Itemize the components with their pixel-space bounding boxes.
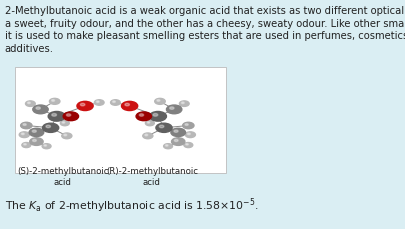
Circle shape bbox=[66, 114, 71, 117]
Circle shape bbox=[111, 100, 120, 106]
Circle shape bbox=[48, 112, 65, 122]
Text: 2-Methylbutanoic acid is a weak organic acid that exists as two different optica: 2-Methylbutanoic acid is a weak organic … bbox=[5, 6, 405, 54]
Circle shape bbox=[145, 121, 154, 126]
Circle shape bbox=[153, 114, 158, 117]
Circle shape bbox=[155, 99, 165, 105]
Circle shape bbox=[143, 133, 153, 139]
Circle shape bbox=[157, 100, 160, 102]
Text: (R)-2-methylbutanoic
acid: (R)-2-methylbutanoic acid bbox=[106, 166, 198, 186]
FancyBboxPatch shape bbox=[15, 68, 226, 173]
Circle shape bbox=[52, 114, 57, 117]
Circle shape bbox=[46, 125, 51, 128]
Circle shape bbox=[174, 140, 178, 142]
Circle shape bbox=[32, 140, 36, 142]
Text: (S)-2-methylbutanoic
acid: (S)-2-methylbutanoic acid bbox=[17, 166, 109, 186]
Circle shape bbox=[42, 144, 51, 149]
Circle shape bbox=[19, 132, 29, 138]
Circle shape bbox=[94, 100, 104, 106]
Circle shape bbox=[147, 122, 150, 124]
Circle shape bbox=[51, 100, 55, 102]
Circle shape bbox=[170, 107, 174, 110]
Circle shape bbox=[21, 123, 32, 129]
Circle shape bbox=[122, 102, 138, 111]
Circle shape bbox=[63, 112, 79, 121]
Circle shape bbox=[80, 104, 85, 106]
Circle shape bbox=[33, 106, 48, 114]
Circle shape bbox=[179, 101, 189, 107]
Circle shape bbox=[188, 134, 190, 135]
Circle shape bbox=[171, 138, 185, 146]
Circle shape bbox=[156, 124, 172, 133]
Circle shape bbox=[29, 129, 44, 137]
Circle shape bbox=[64, 135, 67, 136]
Circle shape bbox=[28, 103, 30, 104]
Circle shape bbox=[183, 123, 194, 129]
Circle shape bbox=[32, 131, 36, 133]
Circle shape bbox=[125, 104, 130, 106]
Circle shape bbox=[136, 112, 151, 121]
Circle shape bbox=[185, 124, 188, 126]
Circle shape bbox=[113, 101, 115, 103]
Circle shape bbox=[43, 124, 59, 133]
Circle shape bbox=[44, 145, 47, 147]
Circle shape bbox=[60, 121, 69, 126]
Circle shape bbox=[149, 112, 166, 122]
Circle shape bbox=[49, 99, 60, 105]
Circle shape bbox=[30, 138, 43, 146]
Circle shape bbox=[36, 107, 41, 110]
Circle shape bbox=[26, 101, 35, 107]
Circle shape bbox=[174, 131, 178, 133]
Circle shape bbox=[23, 124, 26, 126]
Circle shape bbox=[145, 135, 148, 136]
Circle shape bbox=[185, 132, 195, 138]
Circle shape bbox=[159, 125, 164, 128]
Circle shape bbox=[166, 106, 182, 114]
Circle shape bbox=[24, 144, 26, 145]
Circle shape bbox=[164, 144, 173, 149]
Circle shape bbox=[139, 114, 144, 117]
Circle shape bbox=[62, 122, 65, 124]
Circle shape bbox=[184, 143, 193, 148]
Circle shape bbox=[77, 102, 93, 111]
Circle shape bbox=[21, 134, 24, 135]
Circle shape bbox=[186, 144, 188, 145]
Circle shape bbox=[171, 129, 185, 137]
Text: The $\mathit{K}_\mathrm{a}$ of 2-methylbutanoic acid is 1.58$\times$10$^{-5}$.: The $\mathit{K}_\mathrm{a}$ of 2-methylb… bbox=[5, 196, 258, 214]
Circle shape bbox=[22, 143, 31, 148]
Circle shape bbox=[96, 101, 99, 103]
Circle shape bbox=[181, 103, 184, 104]
Circle shape bbox=[62, 133, 72, 139]
Circle shape bbox=[166, 145, 168, 147]
